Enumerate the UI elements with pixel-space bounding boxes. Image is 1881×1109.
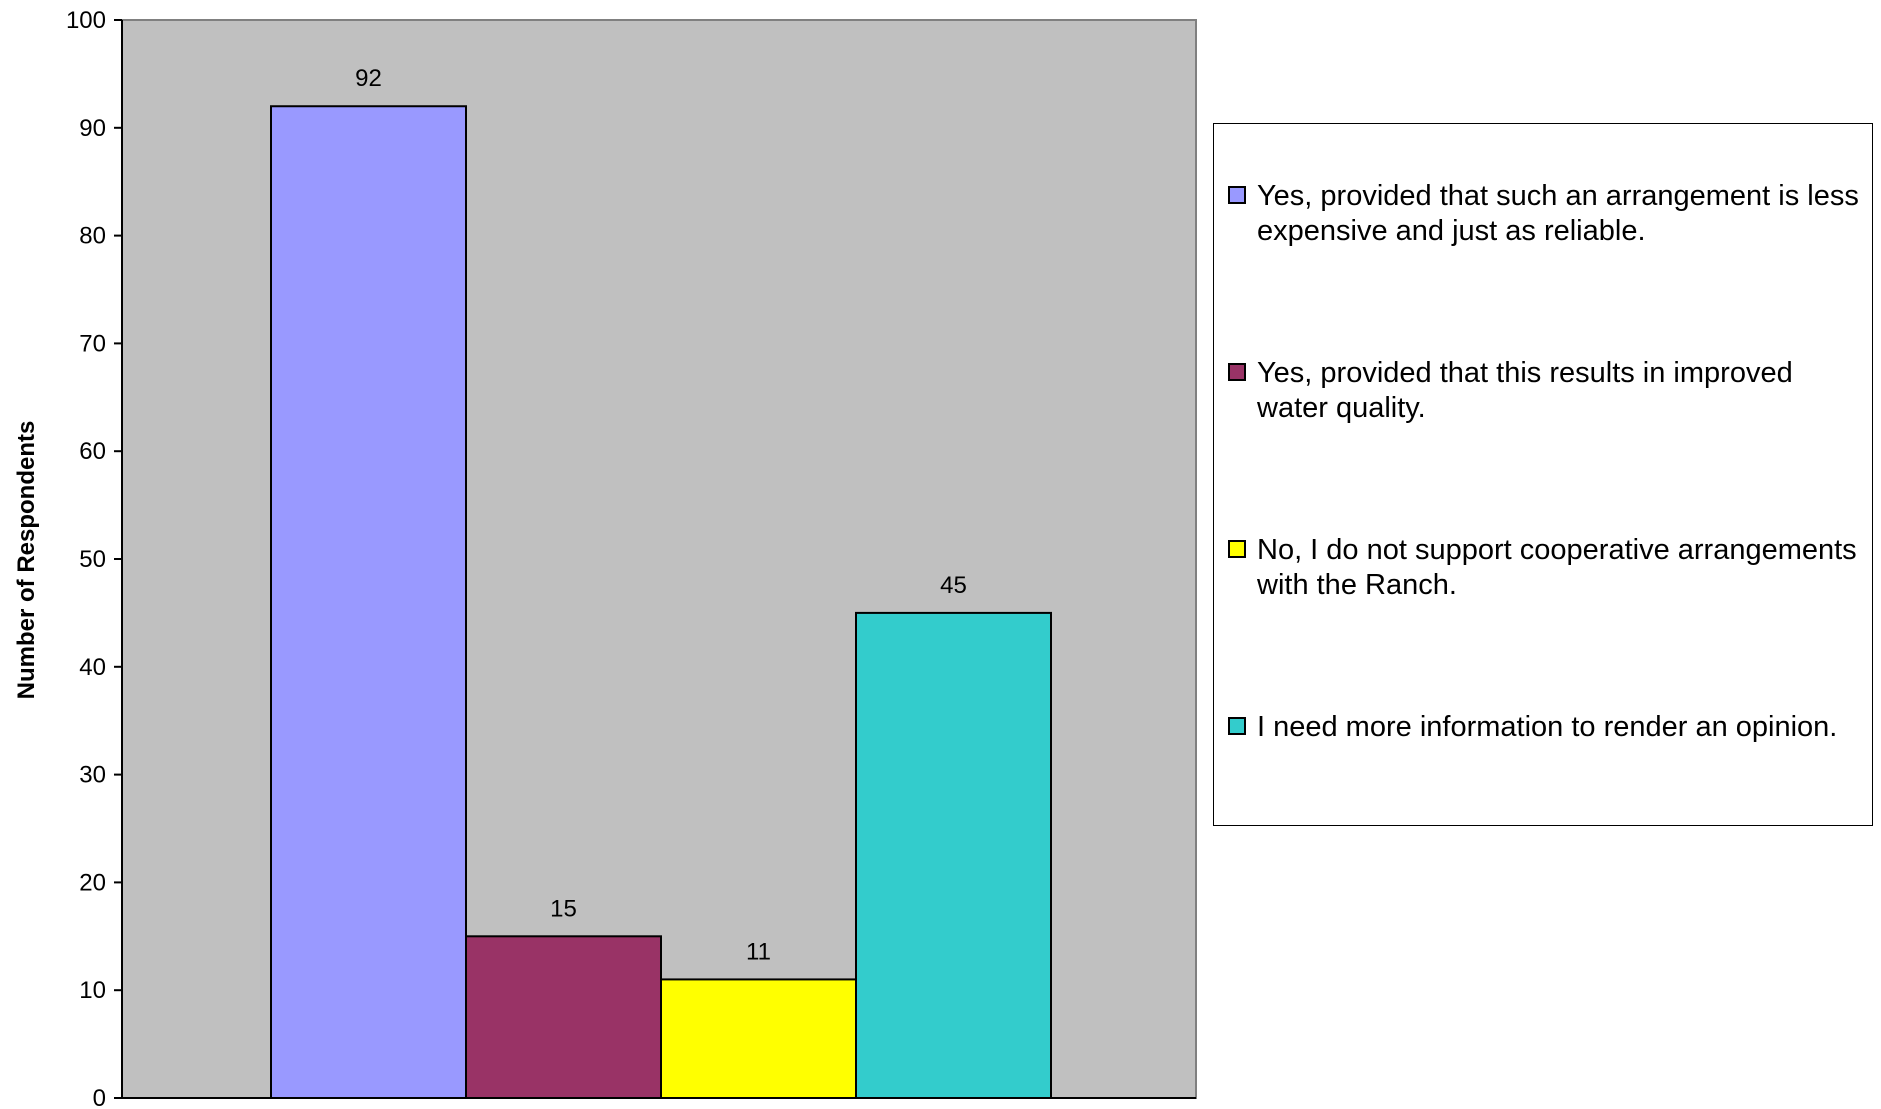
y-tick-label: 90: [79, 115, 106, 142]
bars: [270, 105, 1052, 1100]
bar: [270, 105, 467, 1100]
y-tick-label: 10: [79, 977, 106, 1004]
y-tick-label: 80: [79, 223, 106, 250]
y-axis-title: Number of Respondents: [13, 421, 40, 700]
y-tick-label: 0: [93, 1085, 106, 1109]
y-tick-label: 20: [79, 869, 106, 896]
legend-label: No, I do not support cooperative arrange…: [1257, 534, 1857, 601]
data-label: 92: [355, 65, 382, 92]
legend-label: Yes, provided that such an arrangement i…: [1257, 180, 1859, 247]
bar: [660, 978, 857, 1099]
y-tick-label: 40: [79, 654, 106, 681]
legend-label: I need more information to render an opi…: [1257, 711, 1838, 743]
bar: [855, 611, 1052, 1100]
data-label: 15: [550, 895, 577, 922]
y-tick-label: 30: [79, 762, 106, 789]
y-tick-label: 60: [79, 438, 106, 465]
data-label: 45: [940, 572, 967, 599]
y-tick-label: 50: [79, 546, 106, 573]
legend-swatch: [1228, 717, 1246, 735]
y-axis-ticks: 0 10 20 30 40 50 60 70 80 90 100: [66, 7, 122, 1109]
data-labels: 92 15 11 45: [355, 65, 967, 965]
data-label: 11: [746, 938, 771, 965]
legend-swatch: [1228, 186, 1246, 204]
y-tick-label: 100: [66, 7, 106, 34]
bar: [465, 935, 662, 1099]
legend-swatch: [1228, 363, 1246, 381]
y-tick-label: 70: [79, 330, 106, 357]
legend: Yes, provided that such an arrangement i…: [1213, 123, 1873, 826]
legend-label: Yes, provided that this results in impro…: [1257, 357, 1793, 424]
legend-swatch: [1228, 540, 1246, 558]
